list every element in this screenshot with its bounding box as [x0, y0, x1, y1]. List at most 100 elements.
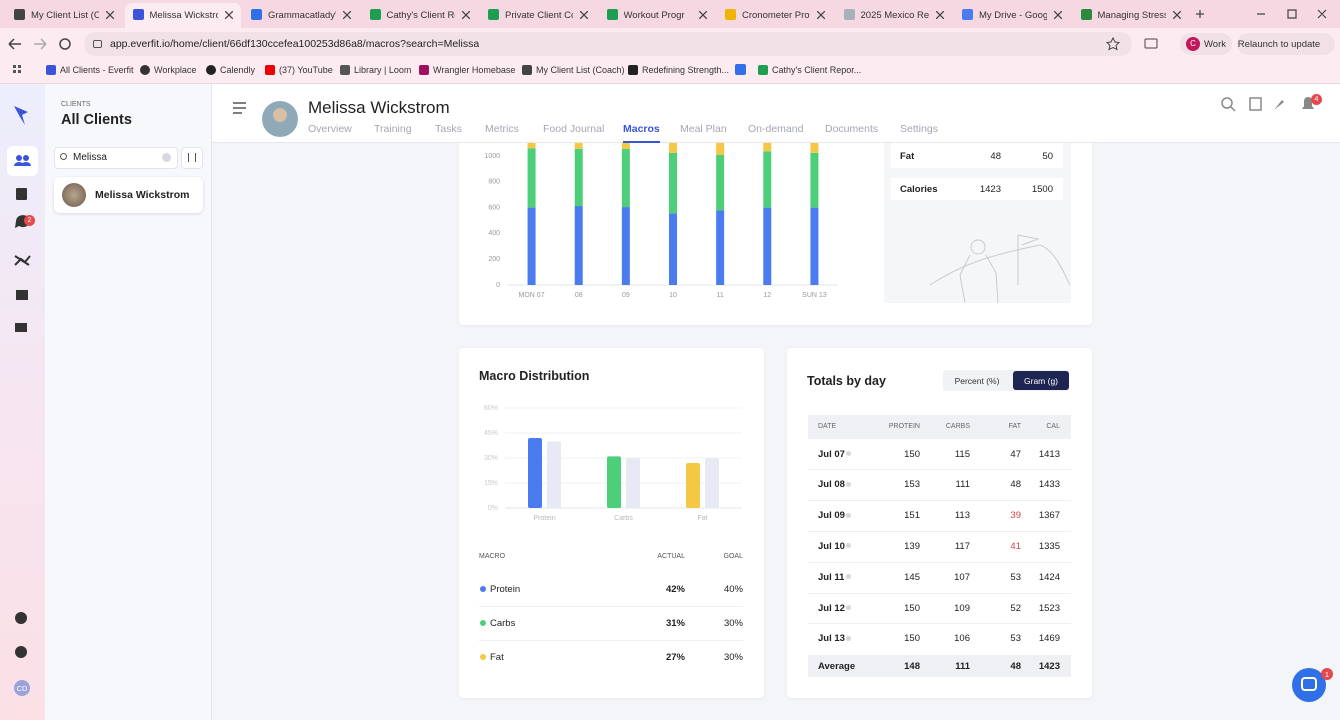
cell-cal: 1424: [1038, 571, 1060, 583]
toggle-option[interactable]: Percent (%): [954, 375, 1000, 386]
nav-tab[interactable]: Overview: [308, 122, 352, 135]
y-tick-label: 800: [488, 179, 500, 186]
y-tick-label: 60%: [484, 405, 498, 412]
toggle-option[interactable]: Gram (g): [1024, 375, 1058, 386]
macro-actual: 31%: [665, 617, 685, 629]
bookmark-icon: [522, 65, 532, 75]
bookmark[interactable]: My Client List (Coach): [536, 65, 625, 75]
bookmark-icon: [46, 65, 56, 75]
average-fat: 48: [1010, 660, 1021, 672]
tab-title[interactable]: My Drive - Google: [979, 9, 1047, 21]
bar-segment: [716, 154, 725, 211]
star-icon: [846, 481, 851, 487]
bookmark[interactable]: Calendly: [220, 65, 256, 75]
tab-title[interactable]: Cronometer Profe: [742, 9, 810, 21]
cell-protein: 150: [904, 633, 920, 645]
relaunch-pill[interactable]: [1237, 33, 1335, 55]
tab-title[interactable]: My Client List (Co: [31, 9, 99, 21]
tab-close[interactable]: [1172, 11, 1181, 19]
tab-title[interactable]: 2025 Mexico Retr: [860, 9, 929, 21]
table-header: CAL: [1046, 423, 1060, 430]
cell-fat: 53: [1010, 571, 1021, 583]
cell-carbs: 107: [954, 571, 970, 583]
search-box[interactable]: [54, 147, 178, 169]
x-tick-label: 09: [622, 292, 630, 299]
client-name[interactable]: Melissa Wickstrom: [95, 188, 190, 201]
tab-title[interactable]: Managing Stress: [1097, 9, 1166, 21]
cell-carbs: 113: [954, 510, 970, 522]
tab-title[interactable]: Melissa Wickstrom: [149, 9, 218, 21]
average-cal: 1423: [1038, 660, 1060, 672]
tab-close[interactable]: [224, 11, 233, 19]
tab-close[interactable]: [106, 11, 114, 19]
tab-close[interactable]: [698, 11, 707, 19]
bookmark[interactable]: Redefining Strength...: [642, 65, 730, 75]
cell-date: Jul 08: [818, 479, 845, 491]
tab-close[interactable]: [817, 11, 825, 19]
nav-tab[interactable]: Training: [374, 122, 412, 135]
bookmark[interactable]: Workplace: [154, 65, 197, 75]
tab-close[interactable]: [580, 11, 588, 19]
summary-goal: 50: [1042, 150, 1053, 162]
cell-cal: 1367: [1038, 510, 1060, 522]
macro-card: [459, 348, 764, 698]
charts: 02004006008001000120014001600MON 0708091…: [484, 143, 838, 522]
tab-favicon: [132, 9, 144, 20]
toggle-active: [1013, 371, 1069, 390]
bookmark[interactable]: (37) YouTube: [279, 65, 333, 75]
profile-avatar: [1186, 37, 1200, 51]
tab-close[interactable]: [935, 11, 944, 19]
bar-segment: [716, 143, 725, 155]
tab-title[interactable]: Workout Progr: [623, 9, 685, 21]
bookmark[interactable]: All Clients - Everfit: [60, 65, 134, 75]
sort-icon: [188, 153, 196, 162]
browser-tab[interactable]: [124, 3, 241, 28]
main-content: 02004006008001000120014001600MON 0708091…: [212, 143, 1340, 720]
y-tick-label: 200: [488, 256, 500, 263]
tab-favicon: [962, 9, 973, 20]
average-carbs: 111: [955, 660, 970, 672]
average-protein: 148: [904, 660, 920, 672]
macro-dot: [480, 620, 486, 626]
nav-tab[interactable]: Documents: [825, 122, 879, 135]
omnibox[interactable]: [84, 32, 1132, 56]
sort-button[interactable]: [181, 147, 203, 169]
nav-tab[interactable]: Meal Plan: [680, 122, 727, 135]
summary-row: [891, 143, 1063, 168]
bookmark[interactable]: Library | Loom: [354, 65, 412, 75]
section-title: All Clients: [61, 111, 132, 128]
cell-carbs: 111: [955, 479, 970, 491]
row-divider: [808, 561, 1071, 563]
profile-name[interactable]: Work: [1204, 38, 1226, 50]
nav-tab[interactable]: On-demand: [748, 122, 804, 135]
bar: [547, 441, 561, 508]
tab-close[interactable]: [343, 11, 351, 19]
tab-close[interactable]: [461, 11, 470, 19]
x-tick-label: Protein: [533, 515, 555, 522]
tab-favicon: [251, 9, 262, 20]
cell-protein: 153: [904, 479, 920, 491]
tab-title[interactable]: Cathy's Client Rep: [386, 9, 455, 21]
tab-title[interactable]: Grammacatlady's: [268, 9, 336, 21]
nav-tab[interactable]: Metrics: [485, 122, 519, 135]
nav-tab[interactable]: Macros: [623, 122, 660, 135]
url[interactable]: app.everfit.io/home/client/66df130ccefea…: [110, 37, 480, 50]
cell-carbs: 106: [954, 633, 970, 645]
average-date: Average: [818, 660, 856, 672]
nav-tab[interactable]: Settings: [900, 122, 938, 135]
bar: [528, 438, 542, 508]
cell-date: Jul 11: [818, 571, 845, 583]
tab-title[interactable]: Private Client Coa: [505, 9, 573, 21]
relaunch[interactable]: Relaunch to update: [1237, 38, 1321, 50]
card-title: Totals by day: [807, 373, 886, 388]
search-text[interactable]: Melissa: [73, 152, 107, 163]
tab-close[interactable]: [1054, 11, 1062, 19]
bookmark[interactable]: Cathy's Client Repor...: [772, 65, 862, 75]
chat-button[interactable]: [1292, 668, 1326, 702]
bookmark[interactable]: Wrangler Homebase: [433, 65, 516, 75]
x-tick-label: 08: [575, 292, 583, 299]
star-icon: [846, 574, 851, 580]
nav-tab[interactable]: Tasks: [435, 122, 462, 135]
nav-tab[interactable]: Food Journal: [543, 122, 605, 135]
